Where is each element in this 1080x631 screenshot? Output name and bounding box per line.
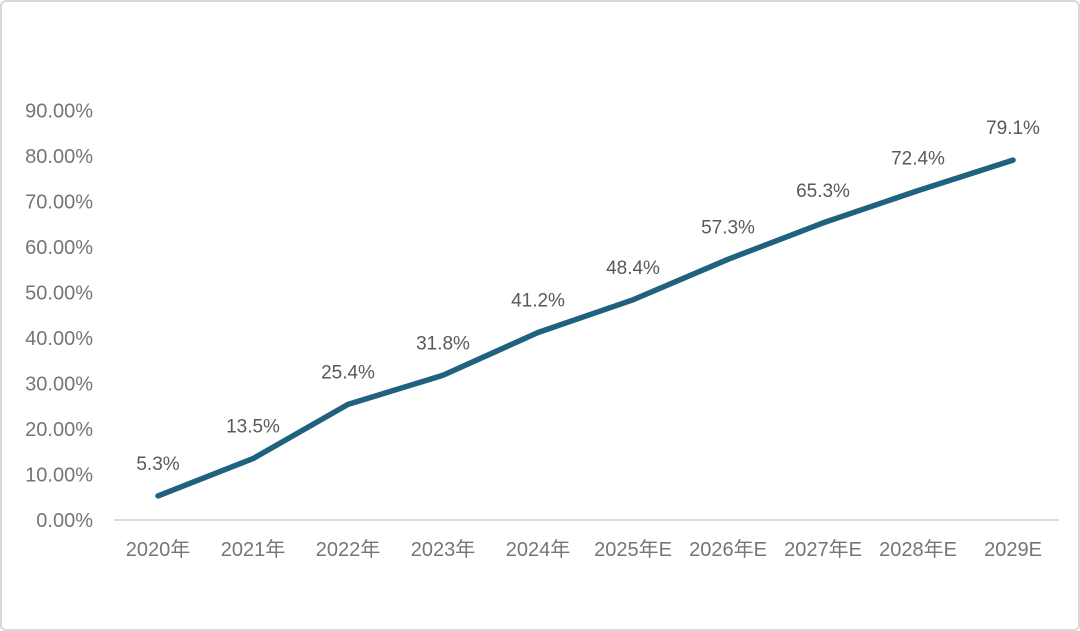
x-axis-label: 2027年E <box>784 538 862 561</box>
y-axis-tick-label: 40.00% <box>25 328 93 350</box>
data-label: 57.3% <box>701 217 755 238</box>
y-axis-tick-label: 80.00% <box>25 146 93 168</box>
series-line <box>155 157 1016 499</box>
x-axis-label: 2020年 <box>126 538 191 561</box>
y-axis-tick-label: 50.00% <box>25 283 93 305</box>
y-axis-tick-label: 70.00% <box>25 192 93 214</box>
data-label: 25.4% <box>321 362 375 383</box>
y-axis-tick-label: 20.00% <box>25 419 93 441</box>
data-label: 31.8% <box>416 333 470 354</box>
data-label: 48.4% <box>606 258 660 279</box>
data-label: 13.5% <box>226 417 280 438</box>
y-axis-tick-label: 60.00% <box>25 237 93 259</box>
y-axis-tick-label: 10.00% <box>25 465 93 487</box>
x-axis-label: 2022年 <box>316 538 381 561</box>
x-axis-label: 2026年E <box>689 538 767 561</box>
x-axis-label: 2028年E <box>879 538 957 561</box>
data-label: 5.3% <box>136 454 179 475</box>
y-axis-tick-label: 0.00% <box>36 510 93 532</box>
data-label: 41.2% <box>511 291 565 312</box>
x-axis-label: 2024年 <box>506 538 571 561</box>
x-axis-label: 2025年E <box>594 538 672 561</box>
x-axis-label: 2021年 <box>221 538 286 561</box>
data-label: 79.1% <box>986 118 1040 139</box>
data-label: 72.4% <box>891 149 945 170</box>
y-axis-tick-label: 90.00% <box>25 101 93 123</box>
y-axis-tick-label: 30.00% <box>25 374 93 396</box>
data-label: 65.3% <box>796 181 850 202</box>
x-axis-label: 2023年 <box>411 538 476 561</box>
x-axis-label: 2029E <box>984 539 1042 561</box>
